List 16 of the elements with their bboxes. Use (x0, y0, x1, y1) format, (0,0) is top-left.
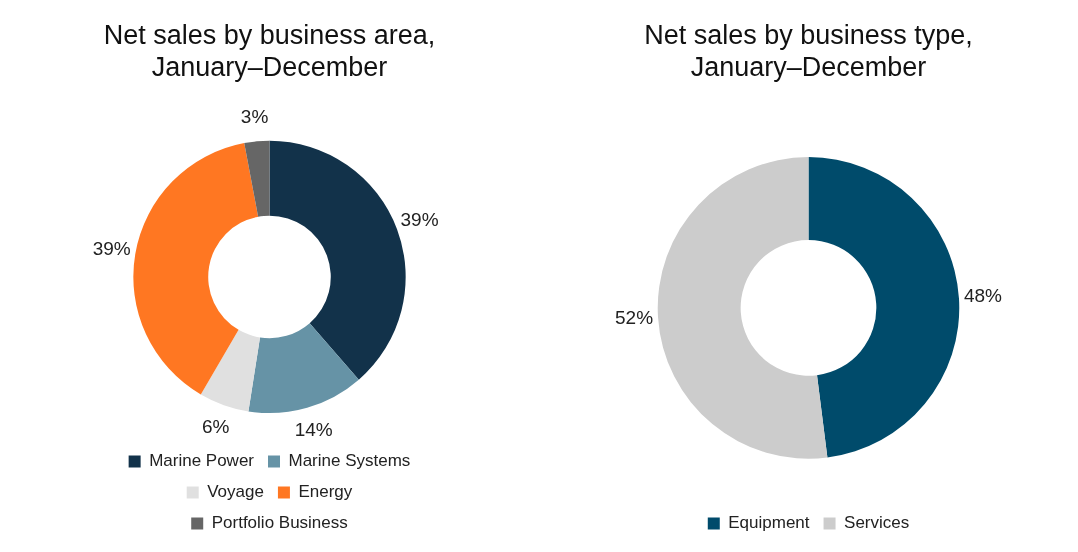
chart-title: Net sales by business type, January–December (644, 19, 973, 83)
data-label: 39% (400, 209, 439, 231)
legend-label: Equipment (728, 513, 810, 533)
data-label: 6% (202, 416, 230, 438)
legend-label: Voyage (207, 482, 264, 502)
legend-label: Marine Systems (288, 451, 411, 471)
data-label: 39% (92, 237, 131, 259)
legend-label: Energy (298, 482, 353, 502)
data-label: 48% (963, 285, 1003, 307)
legend-label: Services (844, 513, 910, 533)
data-label: 14% (294, 419, 333, 441)
legend-label: Portfolio Business (211, 513, 348, 533)
legend-label: Marine Power (149, 451, 255, 471)
data-label: 52% (615, 307, 654, 329)
chart-title: Net sales by business area, January–December (103, 19, 436, 83)
data-label: 3% (240, 105, 269, 127)
